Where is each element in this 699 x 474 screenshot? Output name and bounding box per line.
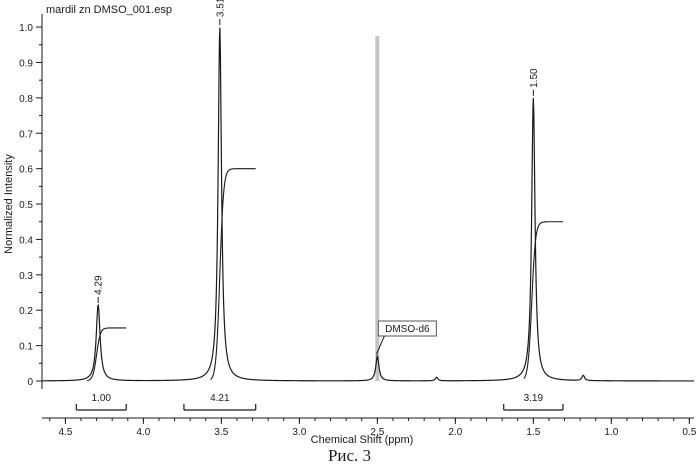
integration-curve: [87, 328, 126, 381]
x-tick-label: 2.0: [448, 427, 462, 438]
integral-value: 3.19: [524, 393, 544, 404]
y-tick-label: 0.6: [19, 165, 33, 176]
x-tick-label: 3.0: [292, 427, 306, 438]
y-tick-label: 0.5: [19, 200, 33, 211]
x-tick-label: 0.5: [682, 427, 696, 438]
y-tick-label: 0: [27, 377, 33, 388]
integral-value: 1.00: [92, 393, 112, 404]
figure-caption: Рис. 3: [0, 446, 699, 466]
x-axis-title: Chemical Shift (ppm): [311, 434, 414, 446]
integral-value: 4.21: [210, 393, 230, 404]
x-tick-label: 1.0: [604, 427, 618, 438]
y-tick-label: 0.7: [19, 129, 33, 140]
y-tick-label: 0.2: [19, 306, 33, 317]
y-axis-title: Normalized Intensity: [3, 154, 15, 254]
y-tick-label: 0.3: [19, 271, 33, 282]
y-tick-label: 0.8: [19, 94, 33, 105]
spectrum-line: [42, 28, 694, 381]
integral-brackets: 1.00 4.21 3.19: [76, 393, 563, 410]
x-tick-label: 1.5: [526, 427, 540, 438]
solvent-annotation: DMSO-d6: [376, 321, 436, 354]
peak-labels: 4.29 3.51 1.50: [94, 0, 540, 303]
peak-label: 4.29: [94, 275, 105, 295]
integration-curves: [87, 169, 563, 381]
peak-label: 3.51: [215, 0, 226, 17]
x-tick-label: 4.0: [136, 427, 150, 438]
file-label: mardil zn DMSO_001.esp: [46, 4, 172, 16]
y-tick-label: 0.1: [19, 342, 33, 353]
y-tick-label: 0.9: [19, 58, 33, 69]
x-tick-label: 3.5: [214, 427, 228, 438]
y-tick-label: 0.4: [19, 235, 33, 246]
x-tick-label: 4.5: [58, 427, 72, 438]
y-axis: 0 0.1 0.2 0.3 0.4 0.5 0.6 0.7 0.8 0.9 1.0: [19, 14, 42, 389]
y-tick-label: 1.0: [19, 23, 33, 34]
solvent-label: DMSO-d6: [385, 324, 430, 335]
peak-label: 1.50: [529, 68, 540, 88]
